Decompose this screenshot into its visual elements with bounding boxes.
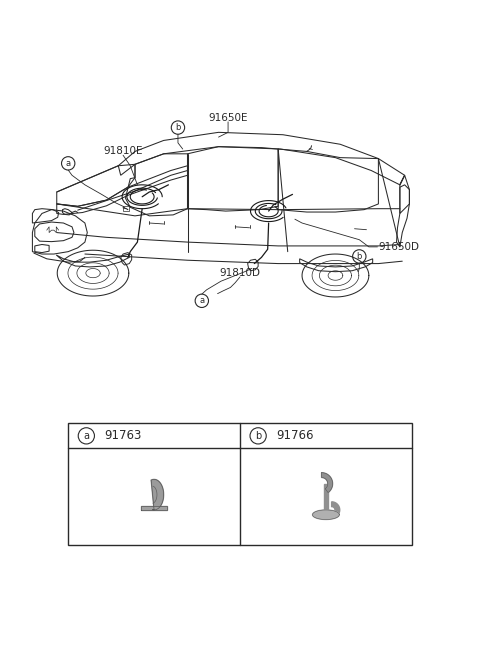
Polygon shape <box>151 480 164 510</box>
Text: a: a <box>84 431 89 441</box>
Text: a: a <box>199 297 204 305</box>
Text: 91810D: 91810D <box>219 268 261 278</box>
Text: 91650D: 91650D <box>378 242 420 252</box>
Text: 91810E: 91810E <box>103 146 143 156</box>
Bar <box>68 423 412 545</box>
Text: 91763: 91763 <box>105 430 142 442</box>
Polygon shape <box>324 483 328 510</box>
Text: b: b <box>255 431 261 441</box>
Text: a: a <box>66 159 71 168</box>
Polygon shape <box>322 473 333 493</box>
Polygon shape <box>312 510 339 520</box>
Text: b: b <box>357 252 362 261</box>
Polygon shape <box>332 502 340 518</box>
Text: 91766: 91766 <box>276 430 314 442</box>
Polygon shape <box>141 506 168 510</box>
Text: b: b <box>175 123 180 132</box>
Text: 91650E: 91650E <box>208 113 248 123</box>
